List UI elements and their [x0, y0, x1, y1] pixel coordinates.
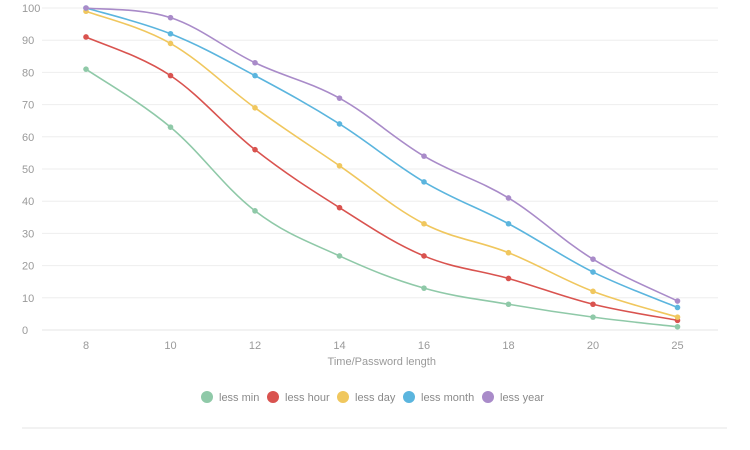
series-lines — [83, 5, 681, 330]
data-point[interactable] — [674, 323, 681, 330]
data-point[interactable] — [590, 314, 596, 320]
data-point[interactable] — [421, 179, 427, 185]
series-line — [85, 36, 678, 322]
legend-label: less hour — [285, 392, 330, 404]
x-tick-label: 18 — [502, 340, 514, 352]
data-point[interactable] — [590, 288, 596, 295]
data-point[interactable] — [336, 95, 343, 101]
data-point[interactable] — [336, 121, 343, 127]
data-point[interactable] — [336, 253, 343, 259]
data-point[interactable] — [252, 72, 258, 79]
series-less-year — [83, 5, 681, 304]
x-tick-label: 16 — [418, 340, 430, 352]
legend-swatch — [337, 391, 349, 403]
data-point[interactable] — [674, 298, 681, 304]
legend-swatch — [482, 391, 494, 403]
x-tick-label: 20 — [587, 340, 599, 352]
data-point[interactable] — [252, 146, 258, 153]
y-tick-label: 20 — [22, 261, 34, 273]
legend-swatch — [267, 391, 279, 403]
legend-item-less-min[interactable]: less min — [201, 391, 259, 404]
data-point[interactable] — [674, 304, 681, 311]
data-point[interactable] — [421, 253, 427, 259]
x-tick-label: 12 — [249, 340, 261, 352]
data-point[interactable] — [336, 162, 343, 169]
data-point[interactable] — [83, 66, 89, 72]
data-point[interactable] — [505, 275, 512, 282]
data-point[interactable] — [167, 14, 174, 21]
data-point[interactable] — [590, 269, 596, 275]
data-point[interactable] — [252, 105, 258, 111]
data-point[interactable] — [167, 124, 174, 130]
data-point[interactable] — [505, 195, 512, 201]
legend-item-less-hour[interactable]: less hour — [267, 391, 330, 404]
legend[interactable]: less min less hour less day less month less … — [201, 391, 544, 404]
legend-item-less-month[interactable]: less month — [403, 391, 474, 404]
data-point[interactable] — [590, 256, 596, 262]
legend-item-less-day[interactable]: less day — [337, 391, 396, 404]
series-line — [85, 7, 678, 302]
y-tick-label: 40 — [22, 196, 34, 208]
y-tick-label: 60 — [22, 132, 34, 144]
legend-item-less-year[interactable]: less year — [482, 391, 544, 404]
data-point[interactable] — [167, 72, 174, 79]
data-point[interactable] — [505, 220, 512, 227]
y-tick-label: 80 — [22, 67, 34, 79]
x-tick-label: 14 — [333, 340, 345, 352]
series-less-min — [83, 66, 681, 330]
x-tick-label: 8 — [83, 340, 89, 352]
data-point[interactable] — [505, 249, 512, 256]
data-point[interactable] — [421, 285, 427, 291]
legend-label: less min — [219, 392, 259, 404]
legend-label: less day — [355, 392, 396, 404]
data-point[interactable] — [590, 301, 596, 308]
series-line — [85, 7, 678, 309]
data-point[interactable] — [421, 220, 427, 227]
y-tick-label: 90 — [22, 35, 34, 47]
y-tick-label: 70 — [22, 100, 34, 112]
y-axis-ticks: 0 10 20 30 40 50 60 70 80 90 100 — [22, 3, 40, 337]
data-point[interactable] — [421, 153, 427, 159]
y-tick-label: 100 — [22, 3, 40, 15]
series-less-month — [83, 5, 681, 311]
data-point[interactable] — [505, 301, 512, 308]
legend-label: less year — [500, 392, 544, 404]
x-axis-ticks: 8 10 12 14 16 18 20 25 — [83, 340, 684, 352]
data-point[interactable] — [336, 204, 343, 211]
x-axis-title: Time/Password length — [328, 356, 436, 368]
series-line — [85, 10, 678, 318]
x-tick-label: 25 — [671, 340, 683, 352]
data-point[interactable] — [167, 30, 174, 37]
y-tick-label: 10 — [22, 293, 34, 305]
legend-label: less month — [421, 392, 474, 404]
data-point[interactable] — [167, 40, 174, 47]
legend-swatch — [403, 391, 415, 403]
series-line — [85, 68, 678, 328]
series-less-hour — [83, 34, 681, 324]
y-tick-label: 50 — [22, 164, 34, 176]
data-point[interactable] — [252, 208, 258, 214]
x-tick-label: 10 — [164, 340, 176, 352]
y-tick-label: 0 — [22, 325, 28, 337]
data-point[interactable] — [674, 314, 681, 320]
legend-swatch — [201, 391, 213, 403]
data-point[interactable] — [83, 5, 89, 11]
data-point[interactable] — [252, 59, 258, 66]
gridlines — [42, 7, 718, 331]
y-tick-label: 30 — [22, 228, 34, 240]
data-point[interactable] — [83, 34, 89, 40]
